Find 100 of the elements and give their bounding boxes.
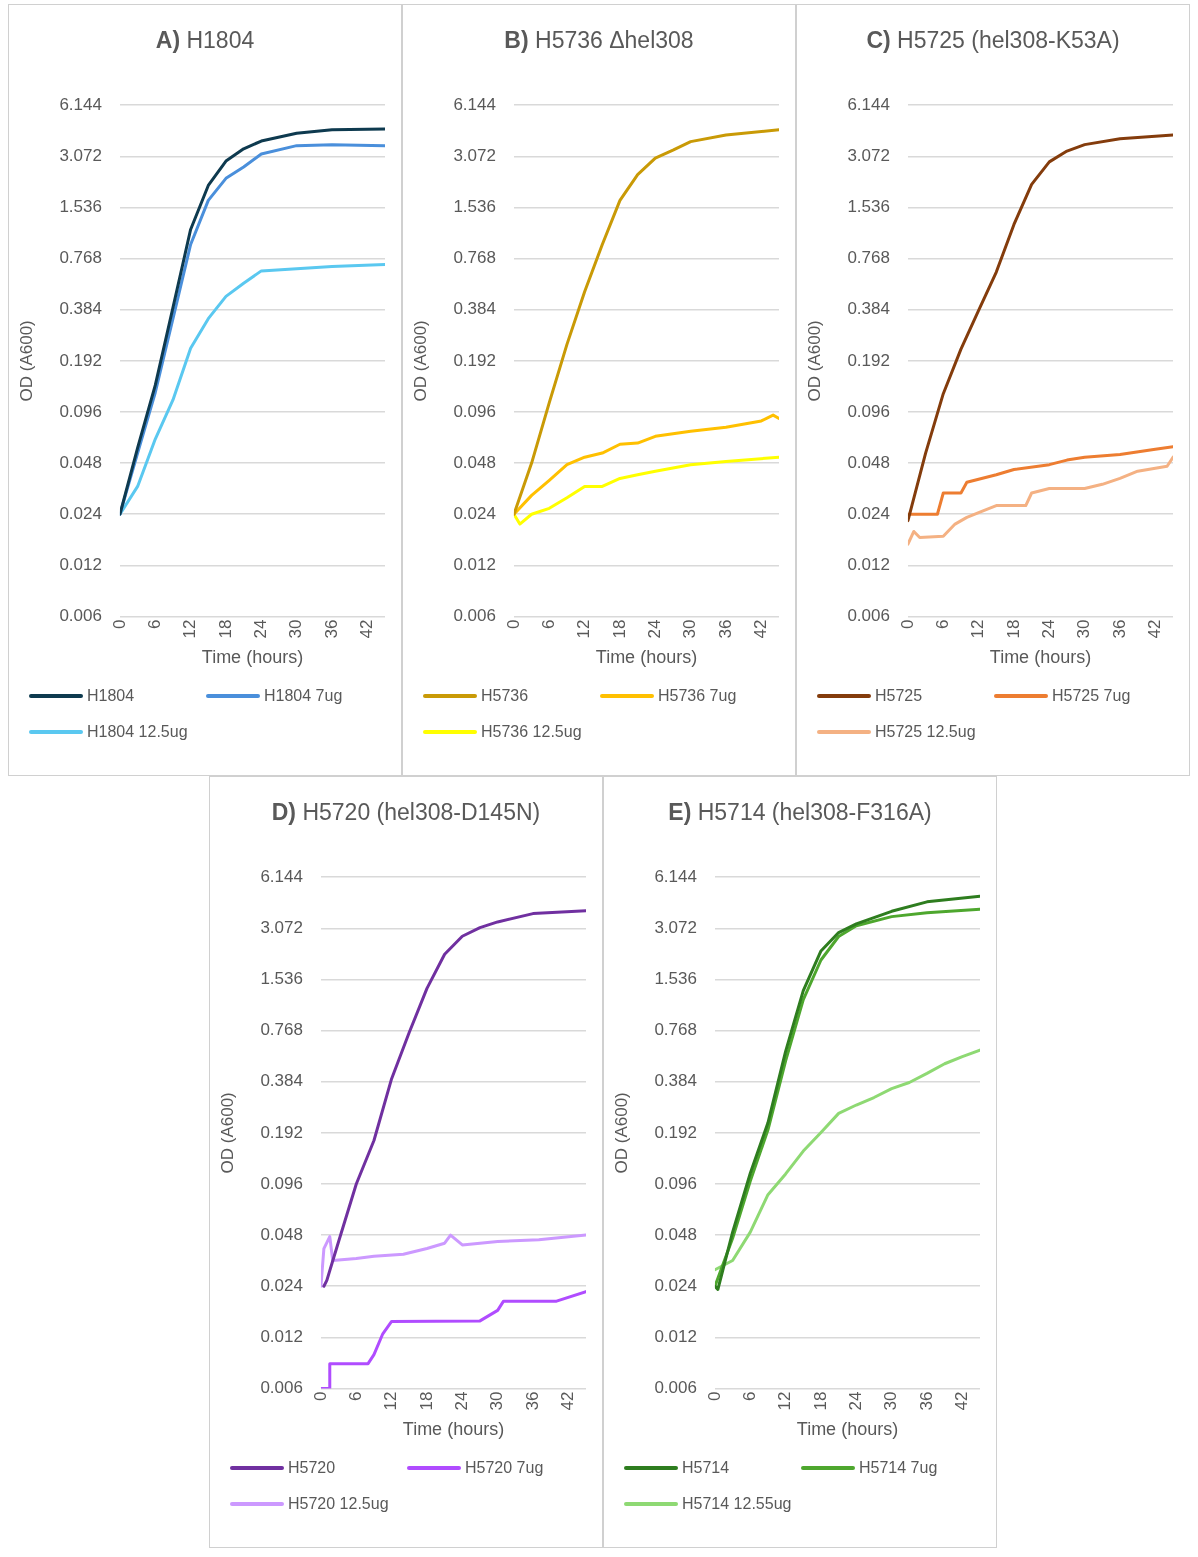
x-tick-label: 36 [916,1391,936,1411]
chart-title: E) H5714 (hel308-F316A) [667,798,933,827]
y-tick-label: 0.096 [59,401,102,421]
x-axis-title: Time (hours) [201,647,304,668]
y-tick-label: 0.024 [453,503,496,523]
x-tick-label: 6 [739,1391,759,1401]
y-tick-label: 0.384 [654,1071,697,1091]
chart-title: B) H5736 Δhel308 [503,26,695,55]
x-tick-label: 36 [321,619,341,639]
x-tick-label: 6 [538,619,558,629]
x-tick-label: 42 [1145,619,1165,639]
y-tick-label: 0.768 [260,1020,303,1040]
y-tick-label: 0.768 [59,248,102,268]
y-tick-label: 0.192 [260,1122,303,1142]
y-tick-label: 0.384 [59,299,102,319]
legend-label: H5736 7ug [658,687,737,705]
y-tick-label: 0.006 [59,606,102,626]
y-tick-label: 0.192 [654,1122,697,1142]
x-tick-label: 30 [286,619,306,639]
y-tick-label: 0.006 [654,1378,697,1398]
y-tick-label: 0.048 [847,452,890,472]
y-tick-label: 0.096 [847,401,890,421]
y-tick-label: 6.144 [453,94,496,114]
y-tick-label: 0.048 [260,1224,303,1244]
x-tick-label: 6 [144,619,164,629]
x-tick-label: 36 [715,619,735,639]
y-tick-label: 1.536 [260,969,303,989]
x-axis-title: Time (hours) [989,647,1092,668]
y-axis-title: OD (A600) [611,1092,631,1174]
chart-title: D) H5720 (hel308-D145N) [270,798,542,827]
y-tick-label: 3.072 [453,146,496,166]
y-tick-label: 0.192 [59,350,102,370]
x-tick-label: 30 [881,1391,901,1411]
x-tick-label: 30 [680,619,700,639]
y-axis-title: OD (A600) [16,320,36,402]
y-tick-label: 0.096 [260,1173,303,1193]
legend-label: H5736 [481,687,529,705]
x-tick-label: 18 [1003,619,1023,639]
x-tick-label: 18 [609,619,629,639]
y-tick-label: 6.144 [260,866,303,886]
y-tick-label: 0.024 [260,1275,303,1295]
legend-label: H5725 7ug [1052,687,1131,705]
x-tick-label: 6 [345,1391,365,1401]
y-tick-label: 1.536 [847,197,890,217]
y-tick-label: 0.006 [847,606,890,626]
x-tick-label: 42 [558,1391,578,1411]
legend-label: H5725 12.5ug [875,723,976,741]
x-tick-label: 42 [751,619,771,639]
y-tick-label: 0.192 [453,350,496,370]
legend-label: H5725 [875,687,923,705]
x-tick-label: 24 [250,619,270,639]
y-tick-label: 0.096 [453,401,496,421]
y-tick-label: 0.012 [847,555,890,575]
y-tick-label: 0.384 [260,1071,303,1091]
y-tick-label: 0.006 [260,1378,303,1398]
x-tick-label: 36 [1109,619,1129,639]
y-tick-label: 0.012 [453,555,496,575]
y-tick-label: 0.048 [59,452,102,472]
x-axis-title: Time (hours) [595,647,698,668]
y-tick-label: 1.536 [453,197,496,217]
x-tick-label: 42 [952,1391,972,1411]
x-tick-label: 12 [775,1391,795,1411]
y-tick-label: 6.144 [654,866,697,886]
x-tick-label: 24 [1038,619,1058,639]
y-tick-label: 0.012 [59,555,102,575]
y-tick-label: 0.006 [453,606,496,626]
x-axis-title: Time (hours) [796,1419,899,1440]
y-tick-label: 0.192 [847,350,890,370]
x-tick-label: 36 [522,1391,542,1411]
y-tick-label: 3.072 [260,918,303,938]
y-tick-label: 0.768 [654,1020,697,1040]
chart-title: A) H1804 [154,26,256,55]
x-tick-label: 18 [416,1391,436,1411]
legend-label: H1804 7ug [264,687,343,705]
x-tick-label: 6 [932,619,952,629]
legend-label: H5736 12.5ug [481,723,582,741]
x-tick-label: 24 [845,1391,865,1411]
x-tick-label: 12 [574,619,594,639]
chart-title: C) H5725 (hel308-K53A) [865,26,1121,55]
y-tick-label: 0.024 [59,503,102,523]
legend-label: H1804 12.5ug [87,723,188,741]
y-tick-label: 3.072 [847,146,890,166]
x-tick-label: 0 [897,619,917,629]
legend-label: H5714 7ug [859,1459,938,1477]
x-tick-label: 24 [644,619,664,639]
y-axis-title: OD (A600) [410,320,430,402]
x-tick-label: 12 [180,619,200,639]
x-tick-label: 0 [704,1391,724,1401]
x-tick-label: 12 [968,619,988,639]
x-tick-label: 12 [381,1391,401,1411]
y-axis-title: OD (A600) [217,1092,237,1174]
x-tick-label: 30 [1074,619,1094,639]
x-tick-label: 0 [109,619,129,629]
y-tick-label: 0.012 [654,1327,697,1347]
y-tick-label: 3.072 [59,146,102,166]
x-axis-title: Time (hours) [402,1419,505,1440]
y-tick-label: 1.536 [59,197,102,217]
legend-label: H5720 12.5ug [288,1495,389,1513]
y-tick-label: 0.768 [453,248,496,268]
legend-label: H5720 [288,1459,336,1477]
